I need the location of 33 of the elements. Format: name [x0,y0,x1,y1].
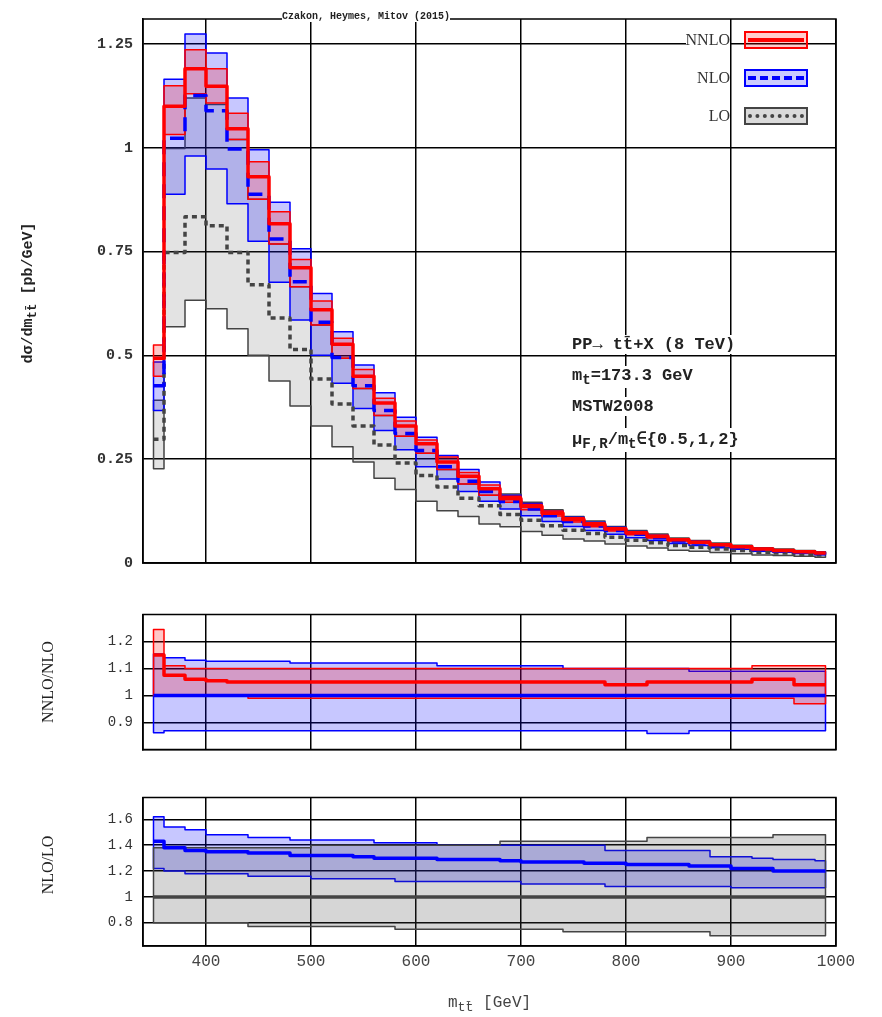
x-tick-label: 400 [191,952,221,971]
annotation: PP→ tt̄+X (8 TeV) [572,335,736,354]
y-tick-label: 0 [123,554,133,572]
y-tick-label: 0.75 [96,243,133,261]
y-axis-title: NNLO/NLO [39,641,57,723]
y-tick-label: 0.5 [105,347,133,365]
y-tick-label: 1.2 [107,633,133,650]
y-tick-label: 1.25 [96,35,133,53]
y-tick-label: 1.6 [107,811,133,828]
x-tick-label: 600 [401,952,431,971]
annotation: m$_{t}$=173.3 GeV [572,366,693,389]
y-tick-label: 0.25 [96,450,133,468]
x-tick-label: 800 [611,952,641,971]
y-tick-label: 1 [124,888,133,905]
x-axis-title: m$_{tt̄}$ [GeV] [447,994,532,1016]
y-tick-label: 1.2 [107,862,133,879]
annotation: μ$_{F,R}$/m$_{t}$∈{0.5,1,2} [572,428,739,453]
legend-label: LO [708,107,730,125]
y-tick-label: 0.8 [107,914,133,931]
legend-label: NNLO [685,31,730,49]
x-tick-label: 500 [296,952,326,971]
legend-label: NLO [697,69,730,87]
chart-title: Czakon, Heymes, Mitov (2015) [282,11,451,22]
annotation: MSTW2008 [572,397,654,416]
y-tick-label: 1 [124,687,133,704]
y-tick-label: 1.1 [107,660,133,677]
x-tick-label: 900 [716,952,746,971]
y-tick-label: 1 [123,139,133,157]
y-axis-title: NLO/LO [39,835,57,894]
x-tick-label: 700 [506,952,536,971]
y-tick-label: 1.4 [107,836,133,853]
y-tick-label: 0.9 [107,714,133,731]
x-tick-label: 1000 [816,952,856,971]
